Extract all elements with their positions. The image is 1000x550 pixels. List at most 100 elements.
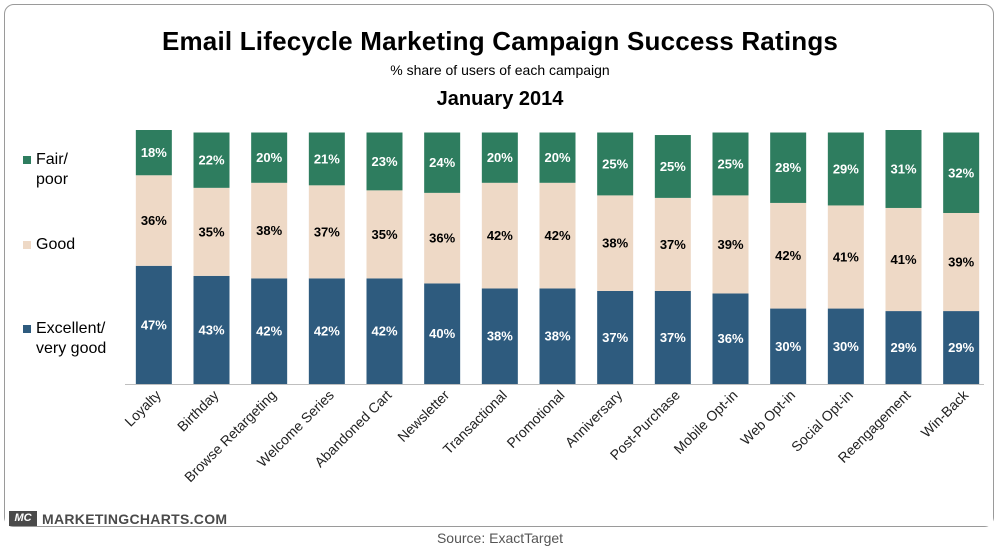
data-label-excellent-very-good-8: 37% — [602, 330, 628, 345]
data-label-excellent-very-good-10: 36% — [717, 331, 743, 346]
data-label-fair-poor-5: 24% — [429, 155, 455, 170]
bar-segment-excellent-very-good-11 — [770, 308, 807, 384]
bar-segment-excellent-very-good-7 — [539, 288, 576, 384]
bar-segment-fair-poor-12 — [827, 132, 864, 206]
data-label-good-3: 37% — [314, 224, 340, 239]
chart-subtitle: % share of users of each campaign — [390, 62, 610, 78]
bar-segment-excellent-very-good-9 — [654, 290, 691, 384]
data-label-good-5: 36% — [429, 231, 455, 246]
data-label-excellent-very-good-6: 38% — [487, 329, 513, 344]
data-label-good-11: 42% — [775, 248, 801, 263]
bar-segment-good-1 — [193, 187, 230, 276]
bar-segment-excellent-very-good-13 — [885, 311, 922, 384]
category-label-8: Anniversary — [562, 387, 626, 451]
bar-segment-fair-poor-10 — [712, 132, 749, 196]
data-label-fair-poor-11: 28% — [775, 160, 801, 175]
bar-segment-excellent-very-good-2 — [251, 278, 288, 384]
data-label-excellent-very-good-2: 42% — [256, 324, 282, 339]
data-label-excellent-very-good-9: 37% — [660, 330, 686, 345]
data-label-good-12: 41% — [833, 250, 859, 265]
data-label-fair-poor-13: 31% — [890, 161, 916, 176]
bar-segment-good-2 — [251, 182, 288, 279]
bar-segment-fair-poor-8 — [597, 132, 634, 196]
category-label-5: Newsletter — [394, 387, 452, 445]
data-label-fair-poor-7: 20% — [544, 150, 570, 165]
data-label-good-10: 39% — [717, 237, 743, 252]
legend-fair-poor-line2: poor — [36, 171, 69, 188]
data-label-fair-poor-14: 32% — [948, 165, 974, 180]
bar-segment-excellent-very-good-4 — [366, 278, 403, 384]
data-label-good-14: 39% — [948, 255, 974, 270]
bar-segment-excellent-very-good-14 — [943, 311, 980, 384]
data-label-fair-poor-0: 18% — [141, 145, 167, 160]
bar-segment-good-4 — [366, 190, 403, 279]
bar-segment-good-7 — [539, 182, 576, 289]
bar-segment-excellent-very-good-8 — [597, 290, 634, 384]
legend-label-good: Good — [36, 235, 75, 255]
data-label-fair-poor-2: 20% — [256, 150, 282, 165]
bar-segment-fair-poor-11 — [770, 132, 807, 203]
bar-segment-good-0 — [135, 175, 172, 266]
bar-segment-good-13 — [885, 207, 922, 312]
data-label-fair-poor-12: 29% — [833, 161, 859, 176]
data-label-good-2: 38% — [256, 223, 282, 238]
data-label-fair-poor-1: 22% — [198, 153, 224, 168]
legend-label-excellent: Excellent/ very good — [36, 319, 106, 359]
bar-segment-fair-poor-6 — [481, 132, 518, 183]
bar-segment-fair-poor-2 — [251, 132, 288, 183]
legend-excellent-line2: very good — [36, 340, 107, 357]
bar-segment-good-10 — [712, 195, 749, 294]
bar-segment-good-8 — [597, 195, 634, 291]
bar-segment-fair-poor-5 — [424, 132, 461, 193]
category-label-14: Win-Back — [918, 386, 972, 440]
marketingcharts-logo: MC — [9, 511, 37, 526]
data-label-fair-poor-4: 23% — [371, 154, 397, 169]
bar-segment-good-14 — [943, 212, 980, 312]
bar-segment-excellent-very-good-6 — [481, 288, 518, 384]
data-label-fair-poor-6: 20% — [487, 150, 513, 165]
category-label-7: Promotional — [503, 387, 567, 451]
bar-segment-excellent-very-good-1 — [193, 275, 230, 384]
marketingcharts-site: MARKETINGCHARTS.COM — [42, 511, 228, 527]
data-label-fair-poor-3: 21% — [314, 151, 340, 166]
bar-segment-excellent-very-good-10 — [712, 293, 749, 384]
bar-segment-excellent-very-good-0 — [135, 265, 172, 384]
bar-segment-fair-poor-0 — [135, 130, 172, 176]
legend-swatch-fair-poor — [23, 156, 31, 164]
chart-title: Email Lifecycle Marketing Campaign Succe… — [161, 26, 839, 56]
legend-fair-poor-line1: Fair/ — [36, 151, 68, 168]
data-label-good-1: 35% — [198, 224, 224, 239]
data-label-excellent-very-good-3: 42% — [314, 324, 340, 339]
bar-segment-fair-poor-13 — [885, 130, 922, 208]
data-label-good-8: 38% — [602, 236, 628, 251]
data-label-excellent-very-good-11: 30% — [775, 339, 801, 354]
category-label-0: Loyalty — [121, 387, 164, 430]
bar-segment-excellent-very-good-12 — [827, 308, 864, 384]
category-label-1: Birthday — [174, 387, 222, 435]
chart-period: January 2014 — [436, 88, 564, 110]
data-label-fair-poor-10: 25% — [717, 156, 743, 171]
data-label-fair-poor-8: 25% — [602, 156, 628, 171]
bar-segment-fair-poor-1 — [193, 132, 230, 188]
data-label-excellent-very-good-5: 40% — [429, 326, 455, 341]
data-label-good-0: 36% — [141, 213, 167, 228]
data-label-excellent-very-good-1: 43% — [198, 322, 224, 337]
chart-source: Source: ExactTarget — [436, 530, 564, 546]
data-label-excellent-very-good-4: 42% — [371, 324, 397, 339]
bar-segment-good-3 — [308, 185, 345, 279]
bar-segment-good-12 — [827, 205, 864, 309]
data-label-good-13: 41% — [890, 252, 916, 267]
bar-segment-fair-poor-14 — [943, 132, 980, 213]
data-label-excellent-very-good-13: 29% — [890, 340, 916, 355]
footer-bar — [5, 510, 993, 526]
bar-segment-good-11 — [770, 202, 807, 309]
data-label-good-6: 42% — [487, 228, 513, 243]
data-label-good-9: 37% — [660, 237, 686, 252]
bar-segment-good-9 — [654, 197, 691, 291]
bar-segment-fair-poor-3 — [308, 132, 345, 186]
legend-swatch-good — [23, 241, 31, 249]
bar-segment-good-5 — [424, 192, 461, 284]
legend-good-line1: Good — [36, 236, 76, 253]
data-label-fair-poor-9: 25% — [660, 159, 686, 174]
data-label-good-7: 42% — [544, 228, 570, 243]
